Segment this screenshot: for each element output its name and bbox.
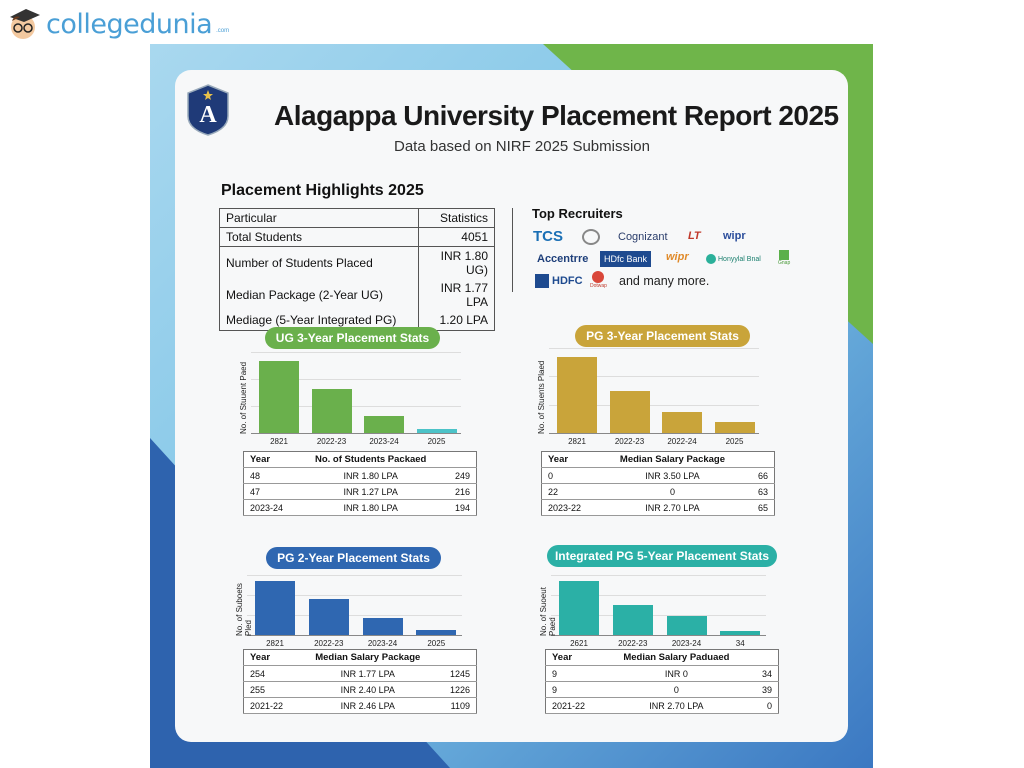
highlights-title: Placement Highlights 2025 (221, 182, 424, 199)
bar-2022-23 (308, 598, 349, 635)
recruiter-logo-emblem (582, 229, 600, 245)
section-title-pill: Integrated PG 5-Year Placement Stats (547, 545, 777, 567)
svg-text:A: A (199, 102, 217, 128)
table-header: Year No. of Students Packaed (243, 451, 477, 468)
subtitle: Data based on NIRF 2025 Submission (394, 138, 650, 155)
stats-table: Year Median Salary Paduaed 9 INR 0 34 9 0 39 202… (545, 649, 779, 714)
table-row: 254 INR 1.77 LPA 1245 (243, 665, 477, 682)
stats-table: Year Median Salary Package 254 INR 1.77 LPA… (243, 649, 477, 714)
recruiters-title: Top Recruiters (532, 206, 623, 221)
recruiter-logo-lt: LT (688, 230, 701, 242)
recruiter-logo-tcs: TCS (533, 228, 563, 245)
table-row: 2023-24 INR 1.80 LPA 194 (243, 499, 477, 516)
table-row: 47 INR 1.27 LPA 216 (243, 483, 477, 500)
stats-table: Year Median Salary Package 0 INR 3.50 LPA 66… (541, 451, 775, 516)
table-header: Year Median Salary Package (541, 451, 775, 468)
bar-2025 (416, 630, 457, 635)
x-tick-label: 2022-24 (667, 437, 697, 446)
recruiter-logo-wipr: wipr (723, 230, 746, 242)
bar-chart: No. of Stuuent Paed 2821 2022-23 2023-24 202… (239, 352, 461, 446)
table-row: 2021-22 INR 2.46 LPA 1109 (243, 697, 477, 714)
x-tick-label: 2022-23 (614, 437, 645, 446)
recruiter-logo-gnap: Gnap (778, 250, 790, 266)
bar-chart: No. of Suboets Pled 2821 2022-23 2023-24 202… (235, 575, 462, 648)
bar-2022-23 (311, 388, 352, 433)
x-tick-label: 2821 (270, 437, 288, 446)
stats-table: Year No. of Students Packaed 48 INR 1.80 LP… (243, 451, 477, 516)
y-axis-label: No. of Suboets Pled (235, 583, 253, 636)
table-row: 2021-22 INR 2.70 LPA 0 (545, 697, 779, 714)
bar-2025 (416, 428, 457, 433)
table-row: 255 INR 2.40 LPA 1226 (243, 681, 477, 698)
brand-suffix: .com (216, 28, 230, 34)
bar-34 (720, 630, 761, 635)
table-header: Year Median Salary Paduaed (545, 649, 779, 666)
x-tick-label: 2025 (725, 437, 744, 446)
bar-2023-24 (362, 617, 403, 635)
recruiter-logo-wipr-2: wipr (666, 251, 689, 263)
bar-2821 (557, 357, 597, 433)
bar-2821 (255, 581, 295, 635)
x-tick-label: 2023-24 (367, 639, 398, 648)
bar-2025 (714, 421, 755, 433)
recruiter-logo-dotwap: Dotwap (590, 271, 607, 289)
bar-2022-24 (662, 411, 702, 433)
mascot-icon (10, 9, 40, 39)
table-row: Mediage (5-Year Integrated PG) 1.20 LPA (219, 311, 495, 331)
x-tick-label: 2023-24 (369, 437, 399, 446)
x-tick-label: 2821 (568, 437, 586, 446)
bar-2023-24 (364, 415, 404, 433)
bar-2022-23 (609, 391, 650, 433)
x-tick-label: 2821 (266, 639, 284, 648)
recruiter-logo-cognizant: Cognizant (618, 231, 668, 243)
recruiter-logo-accentrre: Accentrre (537, 253, 589, 265)
bar-2621 (559, 581, 599, 635)
table-row: 2023-22 INR 2.70 LPA 65 (541, 499, 775, 516)
y-axis-label: No. of Stuents Plaed (537, 360, 546, 434)
y-axis-label: No. of Stuuent Paed (239, 361, 248, 434)
recruiter-logo-hdfc: HDFC (535, 274, 583, 288)
recruiter-logo-hdfc-bank: HDfc Bank (600, 251, 652, 267)
recruiters-more: and many more. (619, 274, 710, 288)
table-row: 9 INR 0 34 (545, 665, 779, 682)
bar-chart: No. of Stuents Plaed 2821 2022-23 2022-24 20… (537, 348, 759, 446)
x-tick-label: 34 (735, 639, 745, 648)
page-title: Alagappa University Placement Report 202… (274, 100, 839, 131)
table-row: Number of Students Placed INR 1.80 UG) (219, 246, 495, 279)
bar-chart: No. of Suoeut Paed 2621 2022-23 2023-24 34 (539, 575, 766, 648)
x-tick-label: 2025 (427, 437, 446, 446)
x-tick-label: 2025 (427, 639, 446, 648)
table-header: Particular Statistics (219, 208, 495, 228)
divider (512, 208, 513, 292)
section-title-pill: PG 3-Year Placement Stats (575, 325, 750, 347)
table-row: 48 INR 1.80 LPA 249 (243, 467, 477, 484)
table-row: Total Students 4051 (219, 227, 495, 247)
table-row: 22 0 63 (541, 483, 775, 500)
brand-name: collegedunia (46, 8, 213, 40)
x-tick-label: 2621 (570, 639, 588, 648)
university-crest-icon: A (187, 84, 229, 136)
bar-2022-23 (612, 604, 653, 635)
highlights-table: Particular Statistics Total Students 4051 … (219, 208, 495, 331)
x-tick-label: 2022-23 (314, 639, 344, 648)
bar-2023-24 (666, 615, 707, 635)
y-axis-label: No. of Suoeut Paed (539, 587, 557, 636)
table-row: 9 0 39 (545, 681, 779, 698)
section-title-pill: UG 3-Year Placement Stats (265, 327, 440, 349)
x-tick-label: 2022-23 (316, 437, 347, 446)
section-title-pill: PG 2-Year Placement Stats (266, 547, 441, 569)
table-row: 0 INR 3.50 LPA 66 (541, 467, 775, 484)
collegedunia-logo[interactable]: collegedunia .com (6, 4, 229, 44)
recruiter-logo-honyylal: Honyylal Bnal (706, 254, 761, 264)
table-header: Year Median Salary Package (243, 649, 477, 666)
x-tick-label: 2022-23 (618, 639, 648, 648)
x-tick-label: 2023-24 (671, 639, 702, 648)
table-row: Median Package (2-Year UG) INR 1.77 LPA (219, 279, 495, 311)
bar-2821 (259, 360, 299, 433)
